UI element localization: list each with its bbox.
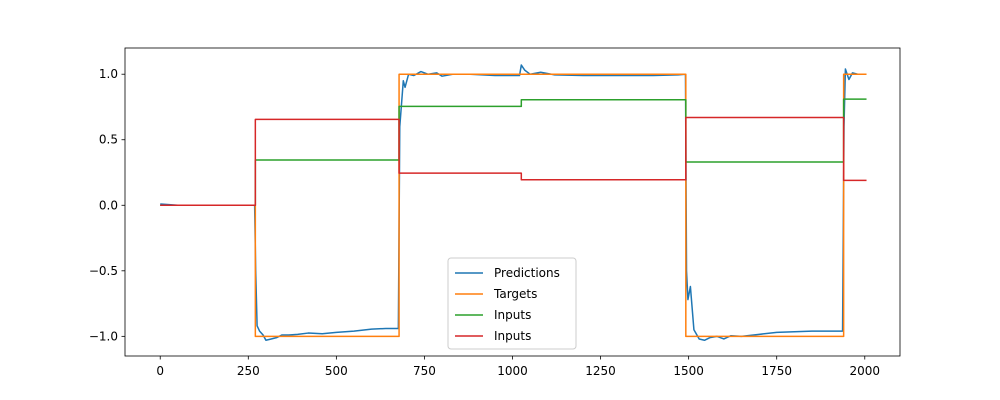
y-tick-label: −0.5 [89,264,118,278]
x-tick-label: 1750 [761,364,792,378]
y-tick-label: 0.5 [99,133,118,147]
x-tick-label: 2000 [849,364,880,378]
legend-label-inputs-green: Inputs [494,308,531,322]
x-tick-label: 1250 [585,364,616,378]
y-axis: −1.0 −0.5 0.0 0.5 1.0 [89,67,125,343]
legend-label-targets: Targets [493,287,537,301]
series-line-2-targets [160,73,867,338]
x-tick-label: 500 [325,364,348,378]
x-tick-label: 750 [413,364,436,378]
legend: Predictions Targets Inputs Inputs [447,257,577,350]
legend-box [447,257,577,350]
series-layer [160,64,867,342]
legend-label-inputs-red: Inputs [494,329,531,343]
x-tick-label: 1000 [497,364,528,378]
y-tick-label: −1.0 [89,329,118,343]
x-tick-label: 250 [237,364,260,378]
series-line-4-inputs [160,116,867,207]
x-axis: 0 250 500 750 1000 1250 1500 1750 2000 [156,356,880,378]
legend-label-predictions: Predictions [494,266,560,280]
y-tick-label: 0.0 [99,198,118,212]
y-tick-label: 1.0 [99,67,118,81]
x-tick-label: 0 [156,364,164,378]
x-tick-label: 1500 [673,364,704,378]
